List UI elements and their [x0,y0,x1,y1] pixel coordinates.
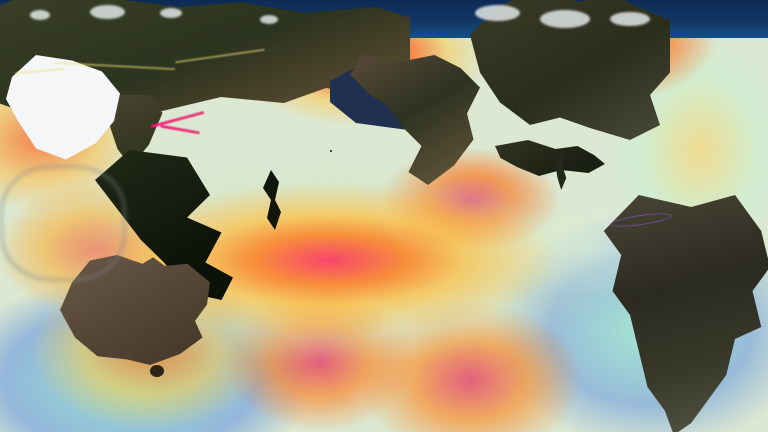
landmass-tasmania [150,365,164,377]
greenland-coast-outline [0,165,126,281]
arctic-ice-patch [30,10,50,20]
arctic-ice-patch [540,10,590,28]
world-data-map [0,0,768,432]
arctic-ice-patch [475,5,520,21]
arctic-ice-patch [160,8,182,18]
small-annotation-mark [330,150,332,152]
arctic-ice-patch [610,12,650,26]
arctic-ice-patch [90,5,125,19]
arctic-ice-patch [260,15,278,24]
